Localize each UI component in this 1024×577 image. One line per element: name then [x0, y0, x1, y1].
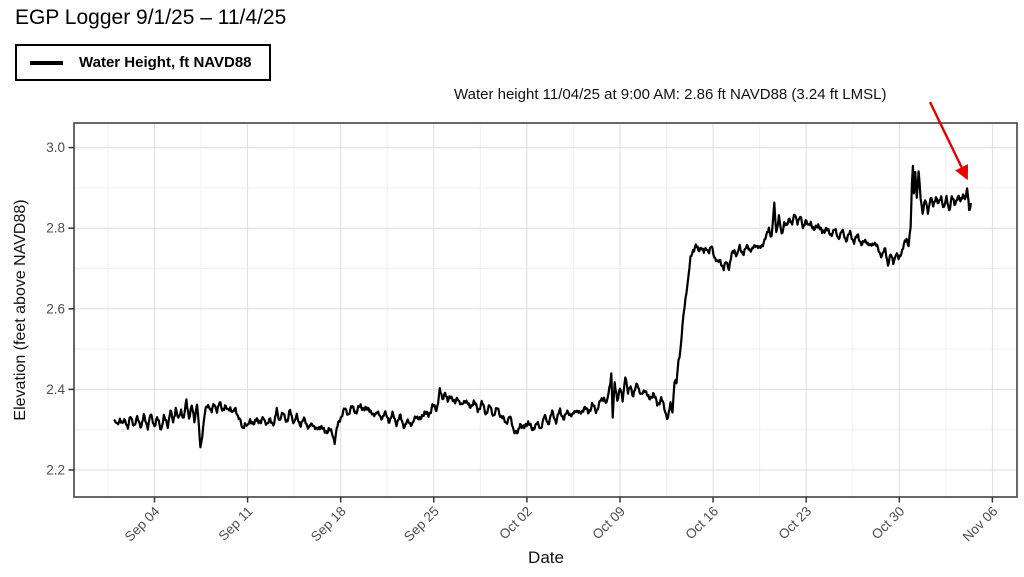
y-tick-label: 2.8: [46, 221, 65, 236]
y-axis-title: Elevation (feet above NAVD88): [12, 199, 29, 421]
legend-line-swatch-icon: [30, 60, 63, 65]
x-axis-title: Date: [528, 548, 564, 567]
y-tick-label: 2.2: [46, 462, 65, 477]
x-tick-label: Nov 06: [960, 504, 1001, 545]
y-tick-label: 2.6: [46, 301, 65, 316]
legend-box: Water Height, ft NAVD88: [15, 44, 271, 81]
plot-panel-border: [73, 122, 1018, 498]
y-tick-label: 2.4: [46, 382, 65, 397]
annotation-text: Water height 11/04/25 at 9:00 AM: 2.86 f…: [454, 86, 887, 103]
legend-label: Water Height, ft NAVD88: [79, 54, 252, 71]
x-tick-label: Oct 02: [496, 504, 535, 543]
y-tick-label: 3.0: [46, 140, 65, 155]
annotation-arrow-icon: [928, 101, 969, 181]
water-height-line: [113, 164, 972, 449]
x-tick-label: Oct 16: [682, 504, 721, 543]
x-tick-label: Oct 30: [869, 504, 908, 543]
x-tick-label: Sep 18: [308, 504, 349, 545]
x-tick-label: Sep 25: [401, 504, 442, 545]
page-title: EGP Logger 9/1/25 – 11/4/25: [15, 6, 287, 29]
x-tick-label: Sep 04: [122, 503, 163, 544]
x-tick-label: Oct 09: [589, 504, 628, 543]
x-tick-label: Oct 23: [776, 504, 815, 543]
x-tick-label: Sep 11: [216, 504, 256, 544]
